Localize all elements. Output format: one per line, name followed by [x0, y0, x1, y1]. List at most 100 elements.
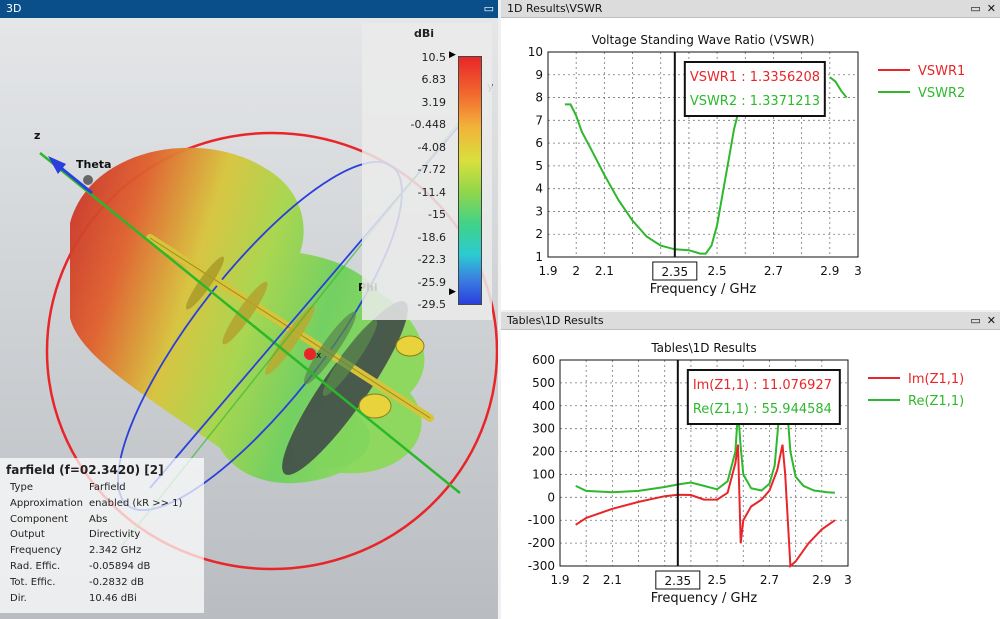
- pane-tables-title: Tables\1D Results: [507, 314, 604, 327]
- x-tick-label: 2.9: [820, 264, 839, 278]
- x-tick-label: 2.5: [708, 573, 727, 587]
- marker-label: 2.35: [664, 574, 691, 588]
- maximize-icon[interactable]: ▭: [970, 2, 981, 15]
- y-tick-label: 7: [535, 113, 543, 127]
- series-line: [564, 103, 741, 255]
- axis-label-z: z: [34, 129, 40, 142]
- y-tick-label: 4: [535, 182, 543, 196]
- y-tick-label: -200: [528, 536, 555, 550]
- x-tick-label: 2.9: [812, 573, 831, 587]
- pane-vswr-titlebar[interactable]: 1D Results\VSWR ▭ ✕: [501, 0, 1000, 18]
- colorbar-label: -18.6: [417, 230, 446, 244]
- chart-title: Voltage Standing Wave Ratio (VSWR): [592, 33, 815, 47]
- colorbar-label: -7.72: [417, 163, 446, 177]
- legend-label: VSWR2: [918, 86, 965, 101]
- series-line: [829, 76, 848, 99]
- marker-readout: Re(Z1,1) : 55.944584: [693, 402, 832, 417]
- x-axis-label: Frequency / GHz: [650, 282, 757, 297]
- axis-label-x: x: [316, 351, 322, 361]
- colorbar-label: -4.08: [417, 140, 446, 154]
- x-tick-label: 3: [854, 264, 862, 278]
- x-axis-label: Frequency / GHz: [651, 591, 758, 606]
- x-tick-label: 2.5: [708, 264, 727, 278]
- y-tick-label: 200: [532, 445, 555, 459]
- pane-3d-titlebar[interactable]: 3D ▭: [0, 0, 498, 18]
- y-tick-label: 10: [528, 45, 543, 59]
- x-tick-label: 2: [572, 264, 580, 278]
- y-tick-label: 2: [535, 227, 543, 241]
- info-row: Output Directivity: [0, 527, 204, 543]
- info-row: Approximation enabled (kR >> 1): [0, 496, 204, 512]
- marker-readout-box: [683, 61, 826, 117]
- farfield-info-panel: farfield (f=02.3420) [2] Type Farfield App…: [0, 458, 204, 613]
- pane-vswr: 1D Results\VSWR ▭ ✕ Voltage Standing Wave…: [501, 0, 1000, 310]
- colorbar-label: -29.5: [417, 298, 446, 311]
- info-value: Directivity: [89, 529, 141, 541]
- info-key: Tot. Effic.: [10, 576, 56, 588]
- theta-axis: [39, 152, 461, 494]
- info-row: Frequency 2.342 GHz: [0, 543, 204, 559]
- info-key: Approximation: [10, 497, 83, 509]
- colorbar: dBi 10.5 6.83 3.19 -0.448 -4.08 -7.72 -11.4 -15…: [362, 23, 492, 320]
- y-tick-label: 3: [535, 204, 543, 218]
- colorbar-label: -22.3: [417, 253, 446, 267]
- y-tick-label: 1: [535, 250, 543, 264]
- colorbar-unit: dBi: [414, 27, 435, 40]
- pane-tables-titlebar[interactable]: Tables\1D Results ▭ ✕: [501, 312, 1000, 330]
- y-tick-label: 5: [535, 159, 543, 173]
- vswr-chart[interactable]: Voltage Standing Wave Ratio (VSWR) 1 2 3 4 5 6…: [501, 18, 1000, 310]
- colorbar-label: -15: [428, 208, 446, 222]
- plot-frame: [559, 359, 849, 567]
- maximize-icon[interactable]: ▭: [970, 314, 981, 327]
- close-icon[interactable]: ✕: [986, 314, 996, 327]
- marker-readout: VSWR1 : 1.3356208: [690, 70, 820, 85]
- x-tick-label: 2.7: [764, 264, 783, 278]
- axis-label-theta: Theta: [76, 158, 111, 171]
- impedance-chart[interactable]: Tables\1D Results -300 -200 -100 0 100 200 300 4…: [501, 330, 1000, 619]
- plot-frame: [547, 51, 859, 258]
- info-key: Component: [10, 513, 69, 525]
- legend-label: Im(Z1,1): [908, 372, 964, 387]
- info-key: Dir.: [10, 592, 27, 604]
- close-icon[interactable]: ✕: [986, 2, 996, 15]
- info-value: Farfield: [89, 482, 126, 493]
- marker-readout-box: [686, 369, 841, 425]
- marker-readout: VSWR2 : 1.3371213: [690, 94, 820, 109]
- x-tick-label: 2: [582, 573, 590, 587]
- colorbar-gradient: [458, 56, 482, 305]
- x-tick-label: 2.1: [595, 264, 614, 278]
- legend-label: VSWR1: [918, 64, 965, 79]
- info-row: Type Farfield: [0, 480, 204, 496]
- maximize-icon[interactable]: ▭: [483, 2, 494, 15]
- info-key: Type: [10, 482, 33, 493]
- theta-handle-icon[interactable]: [83, 175, 93, 185]
- pane-vswr-title: 1D Results\VSWR: [507, 2, 603, 15]
- info-value: enabled (kR >> 1): [89, 497, 183, 509]
- colorbar-label: -11.4: [417, 185, 446, 199]
- colorbar-max-handle-icon[interactable]: ▶: [449, 50, 456, 60]
- info-value: Abs: [89, 513, 108, 525]
- info-value: 2.342 GHz: [89, 545, 142, 557]
- farfield-info-title: farfield (f=02.3420) [2]: [6, 463, 164, 477]
- series-line: [575, 371, 835, 494]
- x-tick-label: 1.9: [538, 264, 557, 278]
- origin-marker-icon: [304, 348, 316, 360]
- info-key: Output: [10, 529, 45, 541]
- y-tick-label: -300: [528, 559, 555, 573]
- x-tick-label: 3: [844, 573, 852, 587]
- legend-label: Re(Z1,1): [908, 394, 964, 409]
- pane-3d-title: 3D: [6, 2, 22, 15]
- colorbar-label: 6.83: [421, 73, 447, 87]
- y-tick-label: 500: [532, 376, 555, 390]
- colorbar-min-handle-icon[interactable]: ▶: [449, 287, 456, 297]
- chart-title: Tables\1D Results: [650, 341, 756, 355]
- x-tick-label: 1.9: [550, 573, 569, 587]
- marker-readout: Im(Z1,1) : 11.076927: [693, 378, 832, 393]
- phi-circle: [45, 131, 498, 571]
- info-row: Tot. Effic. -0.2832 dB: [0, 575, 204, 591]
- marker-label-box[interactable]: [655, 570, 701, 590]
- colorbar-label: 10.5: [421, 51, 447, 64]
- marker-label-box[interactable]: [652, 261, 698, 281]
- info-value: -0.2832 dB: [89, 576, 144, 588]
- y-tick-label: 6: [535, 136, 543, 150]
